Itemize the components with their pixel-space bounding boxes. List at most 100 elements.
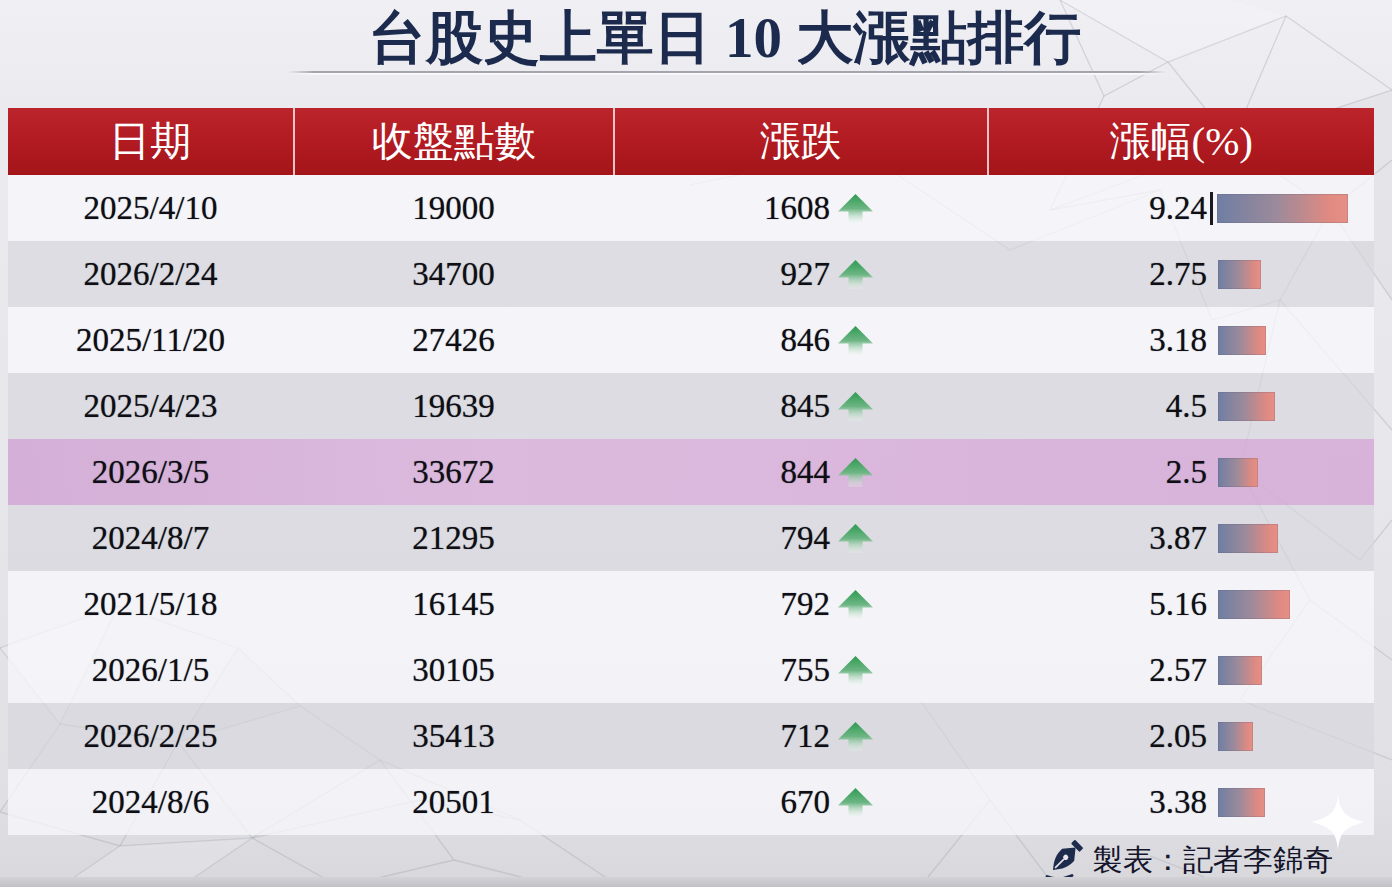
change-cell: 846 — [614, 307, 988, 373]
table-body: 2025/4/101900016089.242026/2/24347009272… — [8, 175, 1374, 835]
header-close: 收盤點數 — [295, 108, 616, 175]
pct-bar — [1218, 722, 1253, 751]
sparkle-icon — [1308, 792, 1368, 852]
pct-cell: 5.16 — [988, 571, 1374, 637]
table-row: 2026/2/2434700927 2.75 — [8, 241, 1374, 307]
table-row: 2025/11/2027426846 3.18 — [8, 307, 1374, 373]
pct-bar — [1218, 656, 1262, 685]
pct-cell: 9.24 — [988, 175, 1374, 241]
pct-cell: 2.5 — [988, 439, 1374, 505]
change-value: 712 — [614, 703, 830, 769]
change-cell: 794 — [614, 505, 988, 571]
up-arrow-icon — [838, 656, 873, 685]
table-row: 2026/2/2535413712 2.05 — [8, 703, 1374, 769]
close-points-cell: 21295 — [293, 505, 614, 571]
table-header-row: 日期 收盤點數 漲跌 漲幅(%) — [8, 108, 1374, 175]
up-arrow-icon — [838, 194, 873, 223]
change-value: 844 — [614, 439, 830, 505]
table-row: 2026/1/530105755 2.57 — [8, 637, 1374, 703]
pct-cell: 3.87 — [988, 505, 1374, 571]
close-points-cell: 27426 — [293, 307, 614, 373]
pct-bar — [1218, 788, 1265, 817]
close-points-cell: 19639 — [293, 373, 614, 439]
cursor-mark — [1210, 192, 1213, 225]
pct-cell: 3.18 — [988, 307, 1374, 373]
change-cell: 755 — [614, 637, 988, 703]
table-row: 2025/4/2319639845 4.5 — [8, 373, 1374, 439]
date-cell: 2024/8/7 — [8, 505, 293, 571]
pct-value: 3.18 — [988, 307, 1207, 373]
pct-value: 9.24 — [988, 175, 1207, 241]
table-row: 2024/8/721295794 3.87 — [8, 505, 1374, 571]
change-cell: 670 — [614, 769, 988, 835]
table-row: 2021/5/1816145792 5.16 — [8, 571, 1374, 637]
up-arrow-icon — [838, 260, 873, 289]
close-points-cell: 34700 — [293, 241, 614, 307]
close-points-cell: 33672 — [293, 439, 614, 505]
pct-value: 5.16 — [988, 571, 1207, 637]
page-title: 台股史上單日 10 大漲點排行 — [0, 0, 1392, 77]
close-points-cell: 20501 — [293, 769, 614, 835]
change-value: 846 — [614, 307, 830, 373]
change-value: 792 — [614, 571, 830, 637]
change-value: 794 — [614, 505, 830, 571]
pct-cell: 2.05 — [988, 703, 1374, 769]
close-points-cell: 35413 — [293, 703, 614, 769]
up-arrow-icon — [838, 590, 873, 619]
date-cell: 2025/11/20 — [8, 307, 293, 373]
pct-bar — [1218, 260, 1261, 289]
date-cell: 2025/4/23 — [8, 373, 293, 439]
date-cell: 2021/5/18 — [8, 571, 293, 637]
up-arrow-icon — [838, 722, 873, 751]
change-value: 845 — [614, 373, 830, 439]
close-points-cell: 30105 — [293, 637, 614, 703]
date-cell: 2026/2/25 — [8, 703, 293, 769]
ranking-table: 日期 收盤點數 漲跌 漲幅(%) 2025/4/101900016089.242… — [8, 108, 1374, 835]
pct-bar — [1218, 458, 1258, 487]
change-cell: 792 — [614, 571, 988, 637]
date-cell: 2026/3/5 — [8, 439, 293, 505]
table-row: 2024/8/620501670 3.38 — [8, 769, 1374, 835]
close-points-cell: 19000 — [293, 175, 614, 241]
pct-value: 2.75 — [988, 241, 1207, 307]
pct-value: 3.87 — [988, 505, 1207, 571]
change-value: 755 — [614, 637, 830, 703]
pct-value: 2.57 — [988, 637, 1207, 703]
title-divider — [288, 71, 1166, 75]
pct-cell: 2.75 — [988, 241, 1374, 307]
pct-value: 3.38 — [988, 769, 1207, 835]
up-arrow-icon — [838, 458, 873, 487]
pct-cell: 2.57 — [988, 637, 1374, 703]
change-cell: 845 — [614, 373, 988, 439]
credit-line: 製表：記者李錦奇 — [1045, 838, 1333, 882]
pct-bar — [1218, 326, 1266, 355]
credit-text: 製表：記者李錦奇 — [1093, 840, 1333, 881]
infographic-page: 台股史上單日 10 大漲點排行 日期 收盤點數 漲跌 漲幅(%) 2025/4/… — [0, 0, 1392, 887]
up-arrow-icon — [838, 524, 873, 553]
date-cell: 2025/4/10 — [8, 175, 293, 241]
bottom-strip — [0, 877, 1392, 887]
pen-nib-icon — [1045, 838, 1085, 882]
pct-bar — [1218, 524, 1278, 553]
up-arrow-icon — [838, 326, 873, 355]
change-cell: 712 — [614, 703, 988, 769]
header-date: 日期 — [8, 108, 295, 175]
change-value: 670 — [614, 769, 830, 835]
pct-value: 2.05 — [988, 703, 1207, 769]
up-arrow-icon — [838, 788, 873, 817]
change-value: 927 — [614, 241, 830, 307]
pct-bar — [1218, 392, 1275, 421]
pct-bar — [1218, 590, 1290, 619]
date-cell: 2024/8/6 — [8, 769, 293, 835]
change-cell: 1608 — [614, 175, 988, 241]
date-cell: 2026/1/5 — [8, 637, 293, 703]
table-row: 2025/4/10190001608 9.24 — [8, 175, 1374, 241]
close-points-cell: 16145 — [293, 571, 614, 637]
header-pct: 漲幅(%) — [989, 108, 1374, 175]
up-arrow-icon — [838, 392, 873, 421]
date-cell: 2026/2/24 — [8, 241, 293, 307]
pct-cell: 4.5 — [988, 373, 1374, 439]
change-value: 1608 — [614, 175, 830, 241]
pct-value: 2.5 — [988, 439, 1207, 505]
change-cell: 927 — [614, 241, 988, 307]
